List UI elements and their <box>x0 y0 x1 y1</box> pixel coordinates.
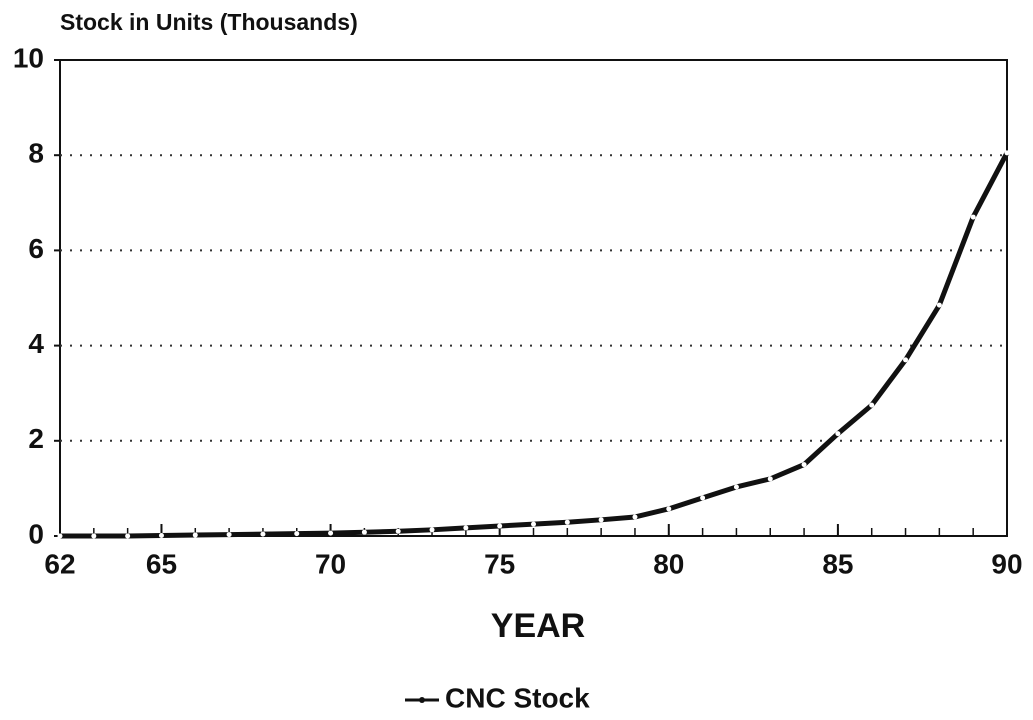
data-point <box>666 506 672 512</box>
y-tick-label: 2 <box>28 423 44 454</box>
data-point <box>497 523 503 529</box>
y-tick-label: 4 <box>28 328 44 359</box>
y-tick-label: 10 <box>13 42 44 73</box>
data-point <box>91 533 97 539</box>
x-tick-label: 85 <box>822 548 853 579</box>
data-point <box>192 532 198 538</box>
data-point <box>700 495 706 501</box>
data-point <box>936 302 942 308</box>
y-tick-label: 6 <box>28 233 44 264</box>
data-point <box>1004 150 1010 156</box>
y-tick-label: 8 <box>28 138 44 169</box>
data-point <box>395 528 401 534</box>
data-point <box>361 529 367 535</box>
chart-title: Stock in Units (Thousands) <box>60 9 358 35</box>
x-tick-label: 90 <box>991 548 1022 579</box>
x-tick-label: 75 <box>484 548 515 579</box>
data-point <box>598 517 604 523</box>
x-tick-label: 70 <box>315 548 346 579</box>
data-point <box>463 525 469 531</box>
data-point <box>328 530 334 536</box>
data-point <box>260 531 266 537</box>
x-tick-label: 65 <box>146 548 177 579</box>
data-point <box>429 527 435 533</box>
data-point <box>903 357 909 363</box>
data-line <box>60 151 1010 539</box>
data-point <box>835 431 841 437</box>
data-point <box>57 533 63 539</box>
data-point <box>531 521 536 527</box>
x-tick-label: 80 <box>653 548 684 579</box>
data-point <box>869 402 875 408</box>
data-point <box>733 484 739 490</box>
data-point <box>158 533 164 539</box>
data-point <box>970 214 976 220</box>
data-point <box>632 514 638 520</box>
x-tick-label: 62 <box>44 548 75 579</box>
data-point <box>564 519 570 525</box>
y-tick-label: 0 <box>28 518 44 549</box>
data-point <box>226 532 232 538</box>
x-axis-label: YEAR <box>491 607 585 645</box>
plot-frame <box>59 59 1008 537</box>
data-point <box>294 531 300 537</box>
data-point <box>767 476 773 482</box>
data-point <box>801 462 807 468</box>
data-point <box>125 533 131 539</box>
legend-label: CNC Stock <box>445 682 590 713</box>
legend-marker <box>419 697 425 703</box>
